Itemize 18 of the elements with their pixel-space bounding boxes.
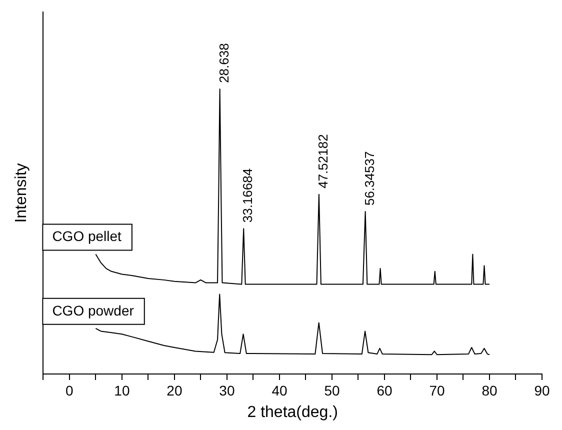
- x-tick-label: 0: [66, 382, 74, 398]
- x-tick-label: 70: [429, 382, 445, 398]
- series-label: CGO pellet: [52, 228, 122, 244]
- x-axis-title: 2 theta(deg.): [247, 404, 338, 421]
- annotation: 33.16684: [240, 168, 256, 223]
- annotation: 47.52182: [316, 134, 331, 188]
- x-tick-label: 20: [166, 382, 182, 398]
- x-tick-label: 10: [114, 382, 130, 398]
- y-axis-title: Intensity: [13, 163, 30, 223]
- x-tick-label: 90: [534, 382, 550, 398]
- annotation: 56.34537: [362, 151, 377, 206]
- series-label: CGO powder: [52, 302, 134, 318]
- annotation: 28.638: [216, 43, 232, 83]
- x-tick-label: 30: [219, 382, 235, 398]
- x-tick-label: 60: [376, 382, 392, 398]
- x-tick-label: 40: [272, 382, 288, 398]
- x-tick-label: 50: [324, 382, 340, 398]
- x-tick-label: 80: [482, 382, 498, 398]
